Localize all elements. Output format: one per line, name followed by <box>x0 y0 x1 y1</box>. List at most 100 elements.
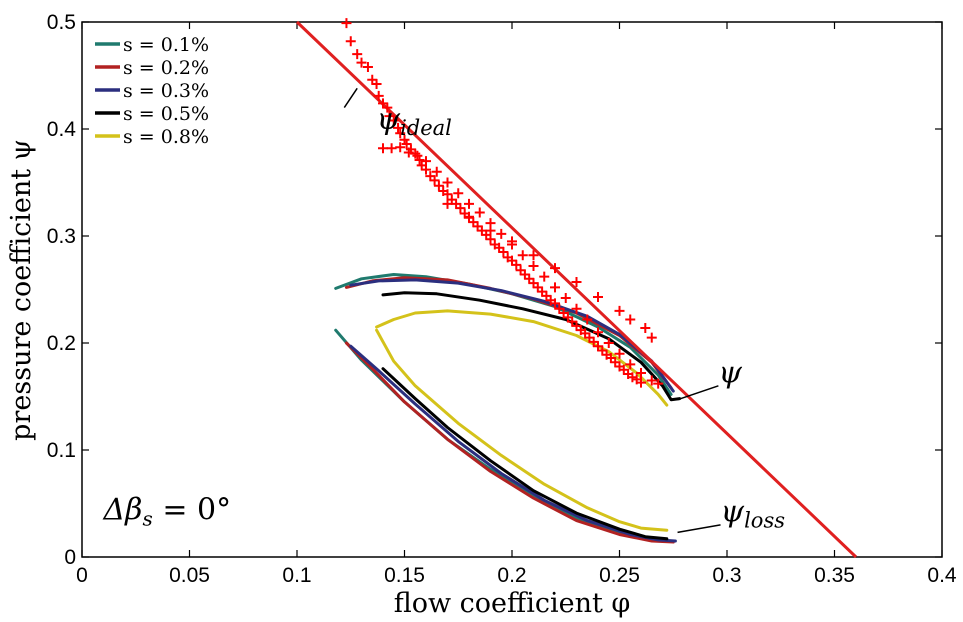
series-psi-line-4 <box>375 309 669 407</box>
x-tick-label: 0 <box>76 564 88 587</box>
data-marker <box>410 148 421 159</box>
data-marker <box>403 147 414 158</box>
data-marker <box>640 323 651 334</box>
annotation-base: Δβ <box>103 493 143 528</box>
data-marker <box>496 228 507 239</box>
marker-layer <box>341 18 664 389</box>
y-axis-title: pressure coefficient ψ <box>6 139 37 441</box>
legend: s = 0.1%s = 0.2%s = 0.3%s = 0.5%s = 0.8% <box>95 34 209 148</box>
data-marker <box>421 164 431 175</box>
data-marker <box>625 359 636 370</box>
data-marker <box>517 250 528 261</box>
data-marker <box>636 377 646 388</box>
data-marker <box>388 115 399 126</box>
data-marker <box>464 198 474 209</box>
y-tick-label: 0 <box>64 546 76 569</box>
data-marker <box>412 150 423 161</box>
annotation-sub: ideal <box>400 116 452 140</box>
data-marker <box>378 143 388 154</box>
y-tick-label: 0.2 <box>47 332 76 355</box>
data-marker <box>433 180 444 191</box>
x-tick-label: 0.2 <box>497 564 526 587</box>
data-marker <box>614 348 625 359</box>
x-tick-label: 0.1 <box>282 564 311 587</box>
y-axis: 0 0.1 0.2 0.3 0.4 0.5 <box>47 11 942 569</box>
series-psi-loss-line-1 <box>344 341 675 544</box>
data-marker <box>646 332 657 343</box>
data-marker <box>455 203 466 214</box>
data-marker <box>636 367 646 378</box>
y-tick-label: 0.1 <box>47 439 76 462</box>
data-marker <box>356 57 367 68</box>
data-marker <box>646 375 657 386</box>
annotation-leader <box>343 87 358 109</box>
legend-label: s = 0.1% <box>123 34 209 56</box>
data-marker <box>539 271 550 282</box>
x-tick-label: 0.25 <box>599 564 640 587</box>
x-axis-title: flow coefficient φ <box>394 588 631 619</box>
annotation-label: ψloss <box>721 495 786 533</box>
data-marker <box>362 61 373 72</box>
data-marker <box>442 189 453 200</box>
data-marker <box>373 90 384 101</box>
data-marker <box>593 327 603 338</box>
data-marker <box>453 188 464 199</box>
legend-label: s = 0.3% <box>123 80 209 102</box>
data-marker <box>386 143 397 154</box>
annotation-leader <box>677 524 721 534</box>
data-marker <box>614 305 625 316</box>
series-psi-loss-line-4 <box>375 328 669 532</box>
data-marker <box>571 277 582 288</box>
annotation-label: ψideal <box>377 102 452 140</box>
legend-label: s = 0.5% <box>123 103 209 125</box>
y-tick-label: 0.3 <box>47 225 76 248</box>
data-marker <box>429 175 440 186</box>
x-tick-label: 0.05 <box>169 564 210 587</box>
data-marker <box>401 138 412 149</box>
annotation-label: Δβs = 0° <box>103 493 232 531</box>
annotation-label: ψ <box>718 356 742 391</box>
data-marker <box>528 250 539 261</box>
data-marker <box>442 177 453 188</box>
annotation-base: ψ <box>721 495 745 530</box>
y-tick-label: 0.5 <box>47 11 76 34</box>
series-psi-loss-line-2 <box>349 344 677 543</box>
data-marker <box>421 156 431 167</box>
data-marker <box>603 338 614 348</box>
data-marker <box>582 314 593 325</box>
data-marker <box>528 260 539 271</box>
annotation-leader <box>677 385 719 401</box>
data-marker <box>498 247 509 258</box>
data-marker <box>485 225 496 236</box>
data-marker <box>395 128 406 139</box>
annotation-sub: loss <box>744 509 785 533</box>
data-marker <box>442 198 453 209</box>
data-marker <box>393 122 404 133</box>
x-axis: 0 0.05 0.1 0.15 0.2 0.25 0.3 0.35 0.4 <box>76 22 957 587</box>
data-marker <box>653 378 664 389</box>
data-marker <box>571 303 582 314</box>
data-marker <box>550 263 560 274</box>
data-marker <box>431 166 442 177</box>
data-marker <box>371 79 382 90</box>
annotation-base: ψ <box>377 102 401 137</box>
series-psi-loss-line-3 <box>381 367 669 541</box>
data-marker <box>474 207 485 218</box>
data-marker <box>345 36 356 47</box>
data-marker <box>464 211 474 222</box>
data-marker <box>550 282 560 293</box>
data-marker <box>511 259 522 270</box>
annotation-suffix: = 0° <box>153 493 231 528</box>
data-marker <box>395 142 406 153</box>
legend-label: s = 0.8% <box>123 126 209 148</box>
x-tick-label: 0.3 <box>712 564 741 587</box>
annotation-sub: s <box>143 507 153 531</box>
data-marker <box>485 234 496 245</box>
data-marker <box>560 293 571 304</box>
data-marker <box>625 314 636 325</box>
x-tick-label: 0.15 <box>384 564 425 587</box>
data-marker <box>352 49 363 60</box>
annotation-base: ψ <box>718 356 742 391</box>
